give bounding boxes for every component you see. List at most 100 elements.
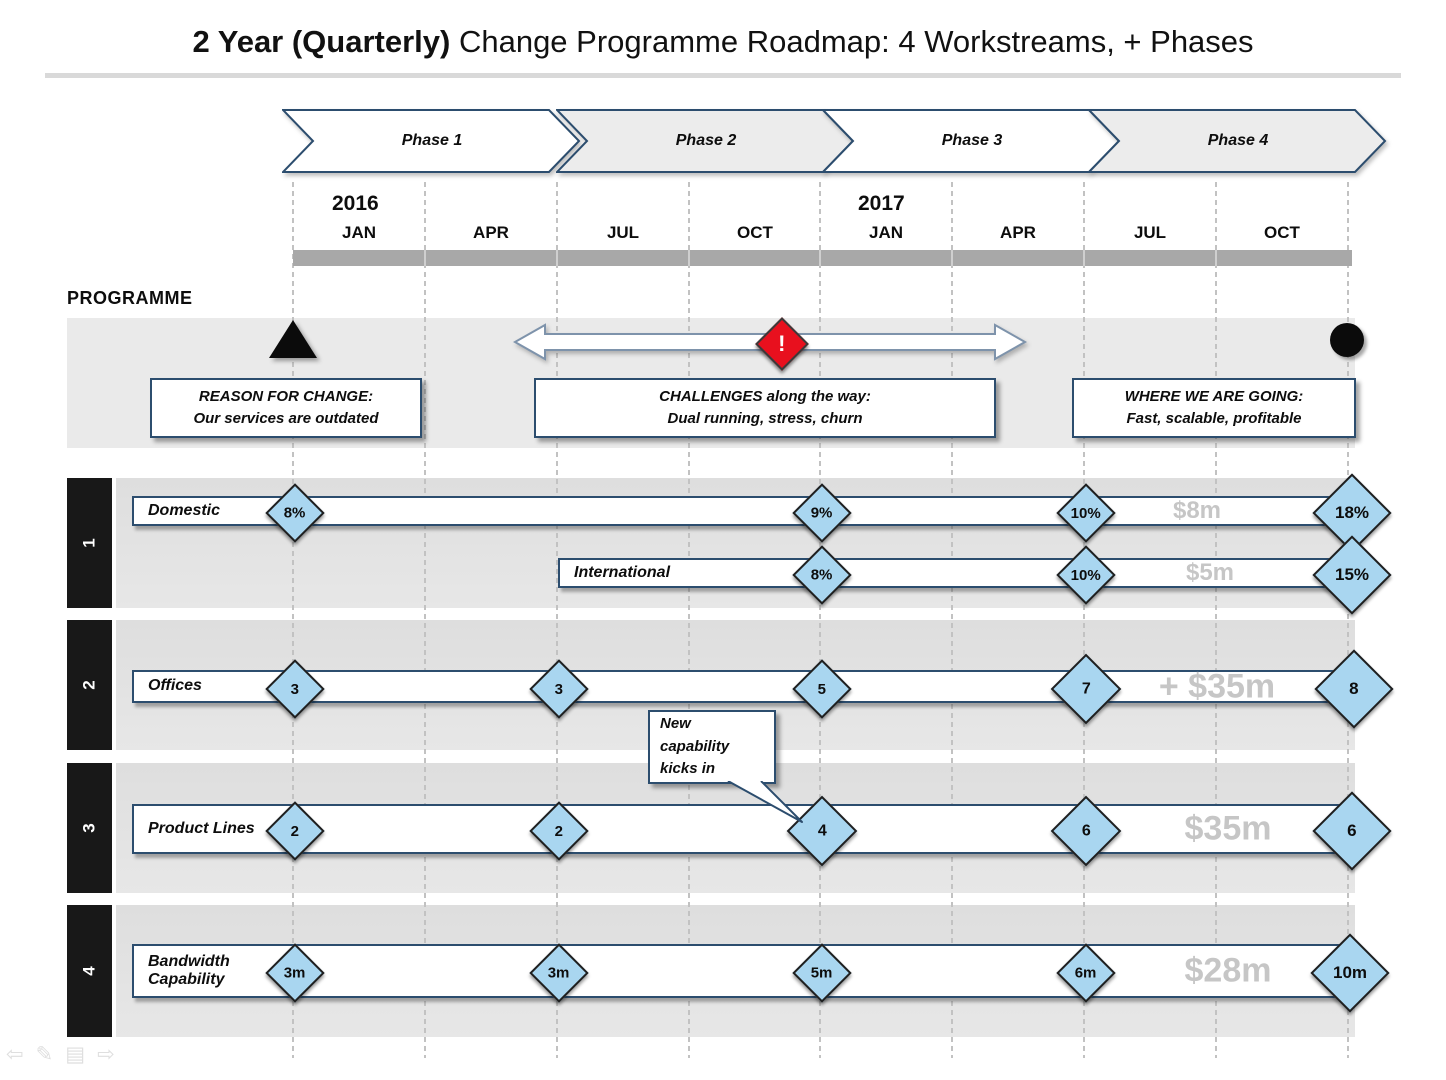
- reason-title: REASON FOR CHANGE:: [198, 388, 374, 406]
- phase-label: Phase 4: [1207, 132, 1269, 149]
- workstream-bar: International: [558, 558, 1348, 588]
- timeline-tick: [819, 250, 821, 266]
- milestone-diamond: 2: [529, 801, 589, 861]
- phase-chevron: Phase 2: [554, 108, 856, 174]
- milestone-value: 3: [290, 680, 300, 697]
- milestone-diamond-shape: 5m: [792, 943, 852, 1003]
- milestone-value: 3: [554, 680, 564, 697]
- forward-arrow-icon[interactable]: ⇨: [97, 1043, 115, 1066]
- year-label: 2016: [332, 192, 379, 215]
- milestone-value: 2: [290, 822, 300, 840]
- reason-for-change-box: REASON FOR CHANGE: Our services are outd…: [150, 378, 422, 438]
- milestone-diamond-shape: 8: [1314, 648, 1394, 729]
- workstream-number: 1: [79, 538, 99, 548]
- milestone-diamond-shape: 7: [1050, 653, 1122, 724]
- challenges-title: CHALLENGES along the way:: [659, 388, 871, 406]
- workstream-bar: Product Lines: [132, 804, 1348, 854]
- page-title-bold: 2 Year (Quarterly): [192, 24, 451, 59]
- workstream-number: 2: [79, 680, 99, 690]
- callout-line: capability: [660, 737, 730, 755]
- timeline-tick: [556, 250, 558, 266]
- programme-label: PROGRAMME: [67, 288, 193, 308]
- workstream-number-sidebar: 2: [67, 620, 112, 750]
- milestone-value: 10m: [1332, 963, 1368, 982]
- milestone-diamond: 2: [265, 801, 325, 861]
- milestone-diamond: 3m: [529, 943, 589, 1003]
- milestone-value: 6: [1347, 821, 1357, 840]
- pen-icon[interactable]: ✎: [35, 1043, 54, 1066]
- workstream-bar-label: Offices: [148, 677, 202, 695]
- quarter-gridline: [1083, 182, 1085, 1058]
- milestone-diamond-shape: 2: [265, 801, 325, 861]
- milestone-value: 5m: [811, 964, 833, 982]
- milestone-value: 8: [1349, 678, 1359, 698]
- timeline-tick: [1215, 250, 1217, 266]
- month-label: OCT: [1264, 223, 1300, 242]
- slideshow-nav: ⇦ ✎ ▤ ⇨: [6, 1042, 115, 1067]
- new-capability-callout: New capability kicks in: [648, 710, 776, 784]
- phase-chevron: Phase 4: [1086, 108, 1388, 174]
- milestone-diamond-shape: 3: [265, 658, 325, 719]
- milestone-diamond: 6m: [1056, 943, 1116, 1003]
- milestone-value: 2: [554, 822, 564, 840]
- milestone-diamond-shape: 15%: [1312, 535, 1392, 615]
- workstream-number-sidebar: 4: [67, 905, 112, 1037]
- callout-tail: [715, 780, 815, 830]
- workstream-number-sidebar: 1: [67, 478, 112, 608]
- milestone-diamond: 18%: [1312, 473, 1392, 553]
- milestone-diamond-shape: 8%: [792, 545, 852, 605]
- workstream-bar: Offices: [132, 670, 1348, 703]
- reason-subtitle: Our services are outdated: [193, 410, 379, 427]
- page-title-rest: Change Programme Roadmap: 4 Workstreams,…: [450, 24, 1254, 59]
- milestone-diamond-shape: 10m: [1310, 933, 1390, 1013]
- milestone-value: 4: [817, 822, 827, 839]
- budget-text: $8m: [1172, 497, 1222, 524]
- milestone-diamond-shape: 6: [1050, 795, 1122, 867]
- quarter-gridline: [1347, 182, 1349, 1058]
- alert-exclamation: !: [778, 330, 786, 356]
- workstream-bar: Domestic: [132, 496, 1348, 526]
- where-we-are-going-box: WHERE WE ARE GOING: Fast, scalable, prof…: [1072, 378, 1356, 438]
- workstream-bar-label: Bandwidth Capability: [148, 952, 230, 988]
- phase-label: Phase 1: [401, 132, 463, 149]
- milestone-diamond-shape: 3m: [529, 943, 589, 1003]
- challenges-subtitle: Dual running, stress, churn: [667, 410, 863, 427]
- milestone-value: 10%: [1070, 504, 1102, 522]
- workstream-number: 3: [79, 823, 99, 833]
- milestone-value: 8%: [284, 504, 306, 522]
- start-triangle-marker: [269, 320, 317, 358]
- quarter-gridline: [951, 182, 953, 1058]
- milestone-value: 8%: [811, 566, 833, 584]
- timeline-tick: [688, 250, 690, 266]
- milestone-diamond: 6: [1312, 791, 1392, 871]
- workstream-bar-label: Domestic: [148, 501, 221, 519]
- budget-text: $5m: [1185, 559, 1235, 586]
- phase-label: Phase 3: [941, 132, 1003, 149]
- back-arrow-icon[interactable]: ⇦: [6, 1043, 24, 1066]
- phase-label: Phase 2: [675, 132, 737, 149]
- notes-icon[interactable]: ▤: [65, 1043, 86, 1066]
- title-divider: [45, 73, 1401, 78]
- callout-line: kicks in: [660, 760, 716, 778]
- quarter-gridline: [424, 182, 426, 1058]
- quarter-gridline: [292, 182, 294, 1058]
- phase-chevron: Phase 1: [280, 108, 582, 174]
- phase-chevron: Phase 3: [820, 108, 1122, 174]
- callout-line: New: [660, 715, 691, 733]
- milestone-diamond: 3: [529, 658, 589, 719]
- page-title: 2 Year (Quarterly) Change Programme Road…: [0, 24, 1446, 60]
- milestone-diamond: 15%: [1312, 535, 1392, 615]
- milestone-diamond-shape: 8%: [265, 483, 325, 543]
- timeline-tick: [951, 250, 953, 266]
- milestone-diamond: 3m: [265, 943, 325, 1003]
- alert-diamond: !: [755, 317, 809, 371]
- where-subtitle: Fast, scalable, profitable: [1126, 410, 1302, 427]
- milestone-diamond: 10%: [1056, 545, 1116, 605]
- timeline-bar: [293, 250, 1352, 266]
- milestone-value: 15%: [1334, 565, 1370, 584]
- quarter-gridline: [556, 182, 558, 1058]
- milestone-diamond-shape: 10%: [1056, 483, 1116, 543]
- month-label: JAN: [341, 223, 377, 242]
- budget-text: + $35m: [1158, 667, 1276, 705]
